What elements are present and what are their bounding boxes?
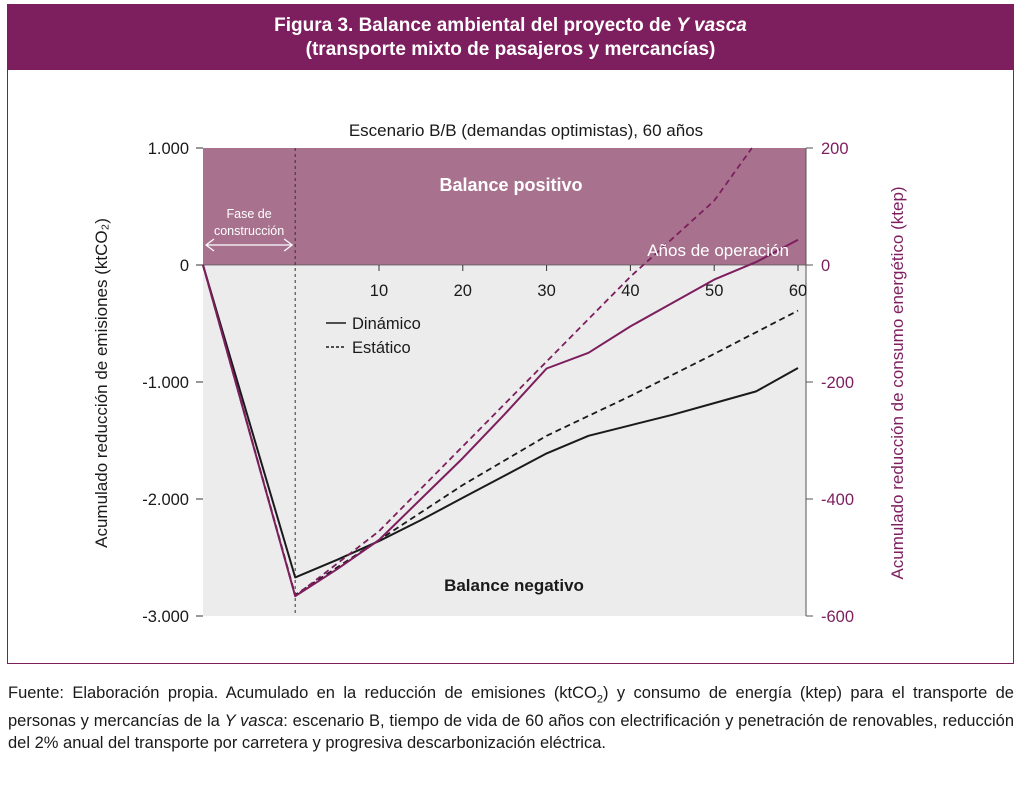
y-right-tick-label: 200 (821, 140, 849, 158)
left-axis: 1.000 0 -1.000 -2.000 -3.000 (142, 140, 203, 626)
x-tick-label: 50 (705, 282, 723, 300)
figure-title-line2: (transporte mixto de pasajeros y mercanc… (305, 38, 716, 60)
x-axis: 10 20 30 40 50 60 (203, 264, 807, 300)
negative-balance-label: Balance negativo (444, 576, 584, 595)
construction-arrow-right-head (283, 238, 294, 252)
legend-dynamic-label: Dinámico (352, 315, 421, 333)
footnote-part1: Fuente: Elaboración propia. Acumulado en… (8, 684, 597, 702)
figure-title-prefix: Figura 3. Balance ambiental del proyecto… (274, 14, 677, 36)
y-left-tick-label: -3.000 (142, 608, 189, 626)
series-layer (202, 147, 799, 598)
construction-label-line2: construcción (214, 224, 284, 238)
y-right-tick-label: -400 (821, 491, 854, 509)
positive-balance-area (203, 148, 806, 265)
y-left-tick-label: 0 (180, 257, 189, 275)
construction-arrow-left-head (205, 238, 215, 252)
footnote-italic: Y vasca (224, 712, 284, 731)
footnote-part2: ) y consumo de energía (ktep) para el tr… (8, 684, 1014, 731)
y-left-tick-label: -2.000 (142, 491, 189, 509)
x-tick-label: 60 (789, 282, 807, 300)
right-axis: 200 0 -200 -400 -600 (805, 140, 854, 626)
x-tick-label: 20 (454, 282, 472, 300)
y-right-tick-label: -200 (821, 374, 854, 392)
series-line-left-dashed (202, 264, 799, 596)
y-left-tick-label: -1.000 (142, 374, 189, 392)
construction-phase-arrow (205, 238, 294, 252)
positive-balance-label: Balance positivo (439, 175, 582, 195)
x-tick-label: 10 (370, 282, 388, 300)
series-line-left-solid (202, 264, 799, 579)
y-axis-right-label: Acumulado reducción de consumo energétic… (888, 186, 907, 579)
footnote-subscript: 2 (596, 693, 604, 706)
legend-static-label: Estático (352, 339, 411, 357)
figure-title-line1: Figura 3. Balance ambiental del proyecto… (8, 14, 1013, 38)
series-line-right-dashed (202, 147, 753, 597)
construction-label-line1: Fase de (227, 207, 272, 221)
figure-footnote: Fuente: Elaboración propia. Acumulado en… (8, 682, 1014, 754)
y-left-tick-label: 1.000 (148, 140, 189, 158)
y-right-tick-label: 0 (821, 257, 830, 275)
x-tick-label: 40 (621, 282, 639, 300)
figure-title-italic: Y vasca (676, 14, 747, 36)
footnote-part3: : escenario B, tiempo de vida de 60 años… (8, 712, 1014, 753)
y-axis-left-label: Acumulado reducción de emisiones (ktCO₂) (92, 218, 111, 548)
figure-header: Figura 3. Balance ambiental del proyecto… (8, 5, 1013, 70)
y-right-tick-label: -600 (821, 608, 854, 626)
negative-balance-area (203, 265, 806, 616)
x-tick-label: 30 (537, 282, 555, 300)
series-line-right-solid (202, 238, 799, 598)
chart-title: Escenario B/B (demandas optimistas), 60 … (349, 121, 703, 140)
x-axis-label: Años de operación (647, 241, 789, 260)
